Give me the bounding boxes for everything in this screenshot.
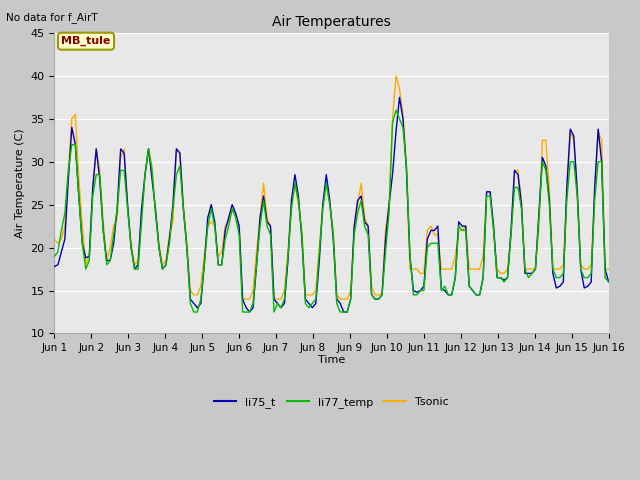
Y-axis label: Air Temperature (C): Air Temperature (C) [15, 128, 25, 238]
X-axis label: Time: Time [318, 355, 345, 365]
Text: No data for f_AirT: No data for f_AirT [6, 12, 98, 23]
Title: Air Temperatures: Air Temperatures [272, 15, 391, 29]
Legend: li75_t, li77_temp, Tsonic: li75_t, li77_temp, Tsonic [210, 392, 453, 412]
Text: MB_tule: MB_tule [61, 36, 111, 47]
